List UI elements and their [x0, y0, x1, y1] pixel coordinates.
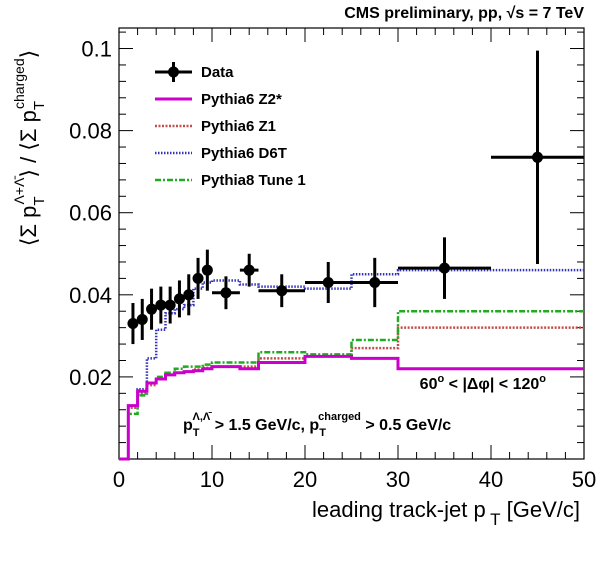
legend-label: Pythia6 D6T: [201, 145, 287, 162]
data-point: [322, 276, 334, 288]
legend-data-marker: [168, 66, 179, 78]
data-point: [173, 293, 185, 305]
x-tick-label: 10: [200, 467, 224, 492]
x-axis-title: leading track-jet p T [GeV/c]: [312, 497, 580, 529]
y-axis-title: ⟨Σ pTΛ+Λ̄⟩ / ⟨Σ pTcharged⟩: [11, 50, 48, 246]
data-point: [369, 276, 381, 288]
data-point: [146, 303, 158, 315]
data-point: [532, 151, 543, 163]
data-point: [164, 299, 176, 311]
legend-label: Pythia8 Tune 1: [201, 172, 306, 189]
chart-title: CMS preliminary, pp, √s = 7 TeV: [344, 5, 584, 22]
data-point: [136, 313, 148, 325]
data-point: [220, 287, 232, 299]
x-tick-label: 50: [572, 467, 596, 492]
y-tick-label: 0.02: [69, 365, 112, 390]
data-point: [243, 264, 255, 276]
y-tick-label: 0.06: [69, 201, 112, 226]
series-pythia6-z2-: [119, 354, 584, 461]
y-tick-label: 0.04: [69, 283, 112, 308]
data-point: [439, 262, 450, 274]
data-point: [276, 285, 288, 297]
legend-label: Data: [201, 64, 234, 81]
data-point: [127, 318, 139, 330]
series-pythia8-tune-1: [119, 309, 584, 461]
data-point: [192, 272, 204, 284]
data-point: [201, 264, 213, 276]
legend-label: Pythia6 Z1: [201, 118, 276, 135]
x-tick-label: 20: [293, 467, 317, 492]
dphi-annotation: 60o < |Δφ| < 120o: [420, 373, 547, 393]
y-tick-label: 0.08: [69, 119, 112, 144]
legend-label: Pythia6 Z2*: [201, 91, 282, 108]
pt-cut-annotation: pTΛ,Λ̄ > 1.5 GeV/c, pTcharged > 0.5 GeV/…: [183, 411, 451, 439]
data-point: [183, 289, 195, 301]
data-point: [155, 299, 167, 311]
x-tick-label: 30: [386, 467, 410, 492]
x-tick-label: 0: [113, 467, 125, 492]
plot-area: 0 10 20 30 40 50 0.02 0.04 0.06 0.08 0.1: [69, 27, 596, 492]
legend: Data Pythia6 Z2* Pythia6 Z1 Pythia6 D6T Pyth…: [155, 62, 306, 189]
x-tick-label: 40: [479, 467, 503, 492]
svg-text:⟨Σ pTΛ+Λ̄⟩ / ⟨Σ pTcharged⟩: ⟨Σ pTΛ+Λ̄⟩ / ⟨Σ pTcharged⟩: [11, 50, 48, 246]
y-tick-label: 0.1: [81, 37, 112, 62]
plot-frame: [118, 27, 585, 460]
